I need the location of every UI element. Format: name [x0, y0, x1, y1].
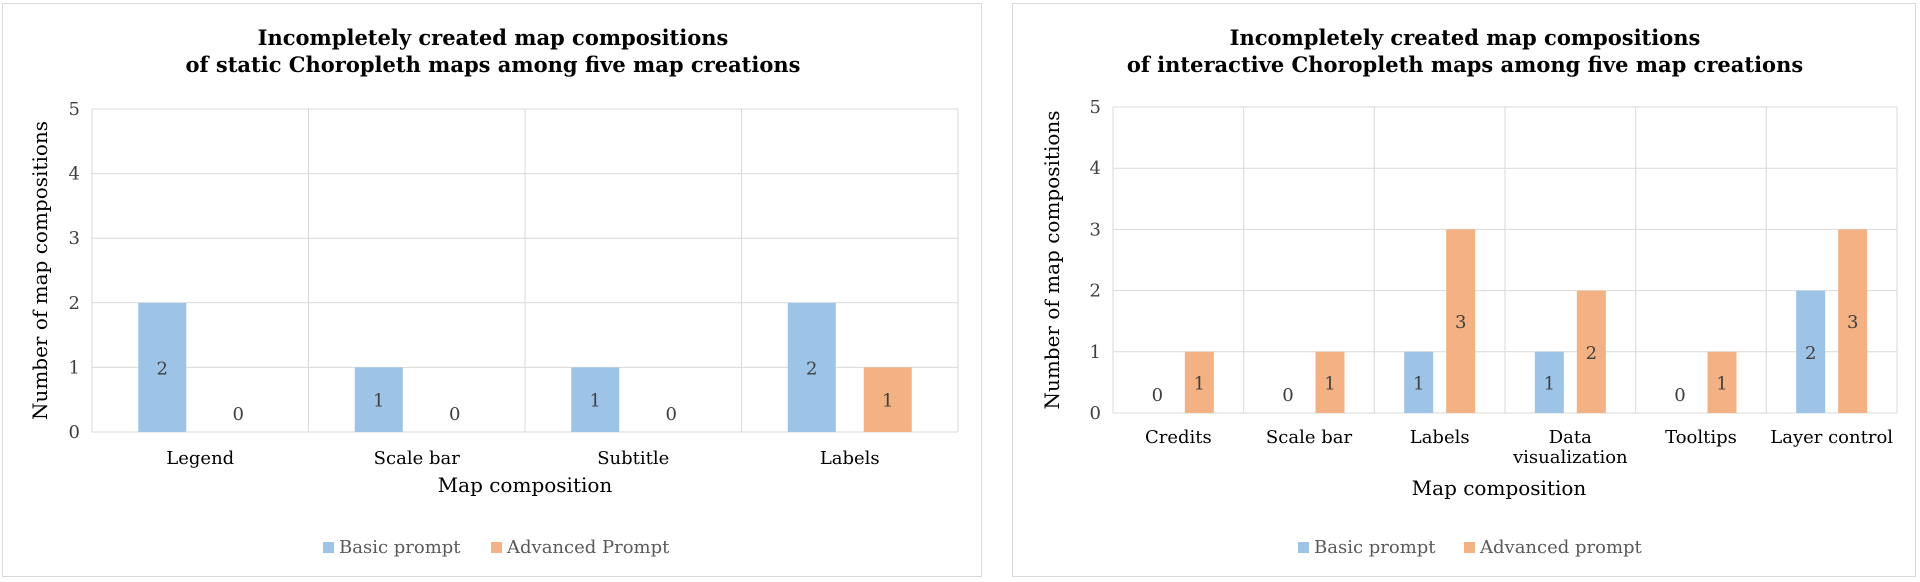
- data-label: 1: [882, 391, 893, 412]
- x-tick-label: Scale bar: [1266, 427, 1353, 448]
- data-label: 0: [233, 404, 244, 425]
- y-tick-label: 3: [69, 228, 80, 249]
- data-label: 0: [1282, 385, 1293, 406]
- bar: [1184, 351, 1214, 413]
- y-tick-label: 4: [1090, 158, 1101, 179]
- chart-svg-static: Incompletely created map compositions of …: [28, 25, 959, 558]
- data-label: 1: [1716, 373, 1727, 394]
- data-label: 1: [373, 391, 384, 412]
- x-tick-label: Legend: [166, 448, 234, 469]
- x-axis-title: Map composition: [1412, 476, 1587, 500]
- x-tick-label: Data visualization: [1512, 427, 1628, 468]
- y-tick-label: 2: [1090, 281, 1101, 302]
- x-tick-label: Tooltips: [1665, 427, 1737, 448]
- data-label: 2: [1586, 343, 1597, 364]
- data-label: 2: [806, 358, 817, 379]
- legend-label: Advanced Prompt: [506, 537, 670, 558]
- data-label: 1: [1324, 373, 1335, 394]
- x-tick-label: Credits: [1145, 427, 1212, 448]
- chart-static-choropleth: Incompletely created map compositions of …: [2, 3, 982, 577]
- x-tick-label: Labels: [1410, 427, 1470, 448]
- x-tick-label: Layer control: [1770, 427, 1893, 448]
- x-tick-label: Scale bar: [374, 448, 461, 469]
- chart-title: Incompletely created map compositions of …: [1127, 25, 1803, 77]
- chart-svg-interactive: Incompletely created map compositions of …: [1040, 25, 1898, 558]
- data-label: 3: [1455, 312, 1466, 333]
- bar: [354, 367, 403, 432]
- data-label: 3: [1847, 312, 1858, 333]
- y-axis-title: Number of map compositions: [28, 121, 52, 420]
- bar: [138, 302, 187, 432]
- data-label: 0: [1152, 385, 1163, 406]
- legend-label: Basic prompt: [1314, 537, 1436, 558]
- data-label: 2: [157, 358, 168, 379]
- bar: [1315, 351, 1345, 413]
- data-label: 1: [590, 391, 601, 412]
- y-tick-label: 1: [69, 357, 80, 378]
- bar: [1534, 351, 1564, 413]
- y-tick-label: 5: [1090, 97, 1101, 118]
- bar: [571, 367, 620, 432]
- legend-swatch: [1464, 542, 1475, 553]
- data-label: 1: [1194, 373, 1205, 394]
- bar: [1796, 290, 1826, 413]
- bar: [787, 302, 836, 432]
- legend-swatch: [491, 542, 502, 553]
- bar: [1446, 229, 1476, 413]
- y-tick-label: 4: [69, 164, 80, 185]
- data-label: 0: [1674, 385, 1685, 406]
- x-tick-label: Labels: [820, 448, 880, 469]
- legend-label: Advanced prompt: [1479, 537, 1643, 558]
- y-tick-label: 3: [1090, 219, 1101, 240]
- x-tick-label: Subtitle: [597, 448, 669, 469]
- y-tick-label: 0: [69, 422, 80, 443]
- legend-swatch: [1298, 542, 1309, 553]
- y-axis-title: Number of map compositions: [1040, 110, 1064, 409]
- legend-swatch: [323, 542, 334, 553]
- data-label: 1: [1413, 373, 1424, 394]
- data-label: 0: [666, 404, 677, 425]
- chart-interactive-choropleth: Incompletely created map compositions of …: [1012, 3, 1916, 577]
- y-tick-label: 0: [1090, 403, 1101, 424]
- chart-title: Incompletely created map compositions of …: [186, 25, 801, 77]
- y-tick-label: 5: [69, 99, 80, 120]
- data-label: 0: [449, 404, 460, 425]
- y-tick-label: 1: [1090, 342, 1101, 363]
- bar: [1576, 290, 1606, 413]
- data-label: 1: [1544, 373, 1555, 394]
- x-axis-title: Map composition: [438, 473, 613, 497]
- data-label: 2: [1805, 343, 1816, 364]
- y-tick-label: 2: [69, 293, 80, 314]
- legend-label: Basic prompt: [339, 537, 461, 558]
- bar: [863, 367, 912, 432]
- bar: [1707, 351, 1737, 413]
- bar: [1404, 351, 1434, 413]
- bar: [1838, 229, 1868, 413]
